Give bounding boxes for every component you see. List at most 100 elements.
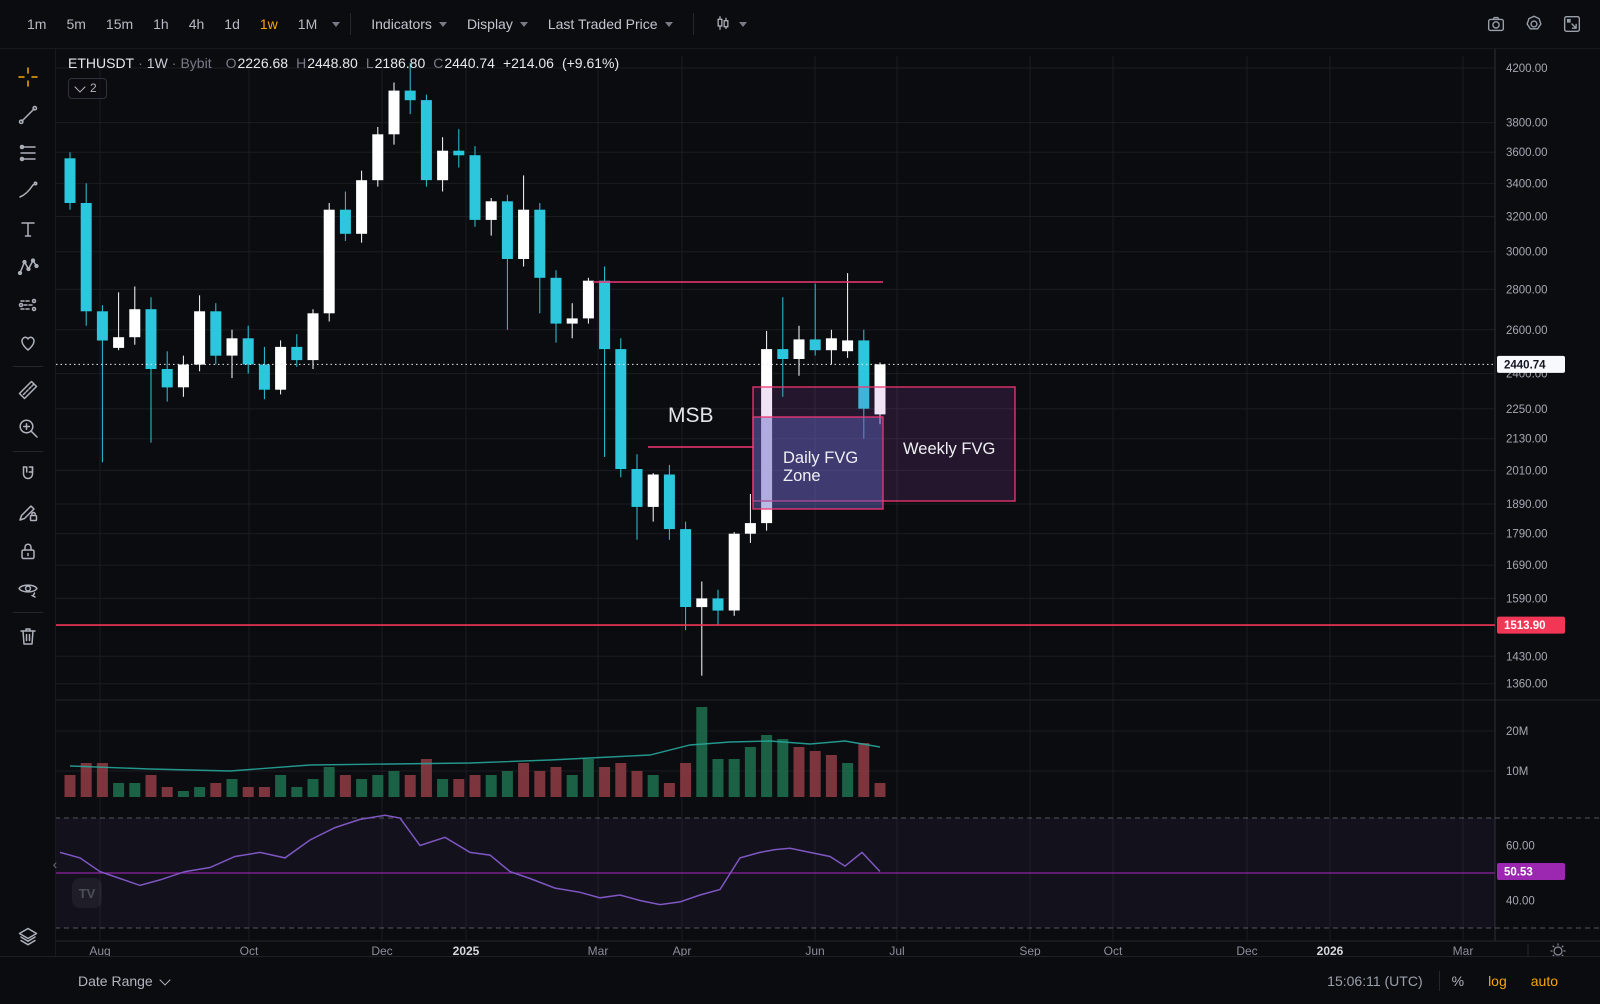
svg-text:Sep: Sep bbox=[1019, 944, 1041, 956]
percent-scale-button[interactable]: % bbox=[1451, 973, 1465, 989]
menu-display[interactable]: Display bbox=[457, 11, 538, 37]
timeframe-1h[interactable]: 1h bbox=[153, 16, 169, 32]
svg-text:Oct: Oct bbox=[240, 944, 259, 956]
trend-line-tool-icon[interactable] bbox=[9, 96, 47, 134]
delete-drawings-icon[interactable] bbox=[9, 617, 47, 655]
position-tool-icon[interactable] bbox=[9, 286, 47, 324]
timeframe-1M[interactable]: 1M bbox=[297, 16, 318, 32]
svg-text:Jul: Jul bbox=[889, 944, 904, 956]
svg-text:1590.00: 1590.00 bbox=[1506, 593, 1548, 605]
object-tree-layers-icon[interactable] bbox=[9, 918, 47, 956]
chevron-down-icon bbox=[738, 22, 747, 27]
svg-text:3400.00: 3400.00 bbox=[1506, 178, 1548, 190]
collapse-panel-arrow[interactable]: ‹ bbox=[52, 856, 58, 872]
fullscreen-icon[interactable] bbox=[1558, 10, 1586, 38]
svg-text:Dec: Dec bbox=[371, 944, 392, 956]
top-toolbar: 1m 5m 15m 1h 4h 1d 1w 1M Indicators Display Last … bbox=[0, 0, 1600, 49]
svg-text:2600.00: 2600.00 bbox=[1506, 325, 1548, 337]
crosshair-tool-icon[interactable] bbox=[9, 58, 47, 96]
text-tool-icon[interactable] bbox=[9, 210, 47, 248]
price-axis[interactable]: 4200.00 3800.00 3600.00 3400.00 3200.00 3000.… bbox=[1497, 63, 1565, 908]
timeframe-5m[interactable]: 5m bbox=[66, 16, 86, 32]
timeframe-15m[interactable]: 15m bbox=[105, 16, 134, 32]
volume-ma-line bbox=[69, 740, 881, 772]
msb-label: MSB bbox=[668, 404, 714, 427]
open-value: 2226.68 bbox=[237, 55, 289, 71]
daily-fvg-label: Zone bbox=[783, 467, 821, 485]
xabcd-pattern-tool-icon[interactable] bbox=[9, 248, 47, 286]
toolbar-separator bbox=[692, 13, 694, 35]
left-tool-rail bbox=[0, 48, 56, 956]
chart-style-button[interactable] bbox=[704, 9, 757, 40]
log-scale-button[interactable]: log bbox=[1488, 973, 1507, 989]
svg-text:20M: 20M bbox=[1506, 726, 1528, 738]
symbol-legend[interactable]: ETHUSDT · 1W · Bybit O2226.68 H2448.80 L… bbox=[68, 55, 620, 71]
brush-tool-icon[interactable] bbox=[9, 172, 47, 210]
settings-gear-icon[interactable] bbox=[1520, 10, 1548, 38]
timeframe-1m[interactable]: 1m bbox=[27, 16, 47, 32]
chevron-down-icon[interactable] bbox=[332, 22, 341, 27]
hide-drawings-icon[interactable] bbox=[9, 570, 47, 608]
fib-retracement-tool-icon[interactable] bbox=[9, 134, 47, 172]
interval-label: 1W bbox=[146, 55, 168, 71]
symbol-name: ETHUSDT bbox=[68, 55, 135, 71]
magnet-tool-icon[interactable] bbox=[9, 456, 47, 494]
pane-separators bbox=[55, 48, 1600, 942]
svg-text:2800.00: 2800.00 bbox=[1506, 284, 1548, 296]
tradingview-watermark: TV bbox=[72, 878, 102, 908]
svg-text:Oct: Oct bbox=[1104, 944, 1123, 956]
toolbar-separator bbox=[1438, 971, 1440, 991]
svg-text:1513.90: 1513.90 bbox=[1504, 620, 1546, 632]
candlestick-series bbox=[64, 62, 886, 676]
svg-text:1890.00: 1890.00 bbox=[1506, 499, 1548, 511]
volume-series bbox=[64, 707, 886, 797]
indicators-collapsed-button[interactable]: 2 bbox=[68, 78, 107, 99]
date-range-button[interactable]: Date Range bbox=[78, 973, 171, 989]
menu-indicators[interactable]: Indicators bbox=[361, 11, 457, 37]
price-lines bbox=[56, 363, 1495, 626]
toolbar-divider bbox=[12, 612, 43, 613]
bottombar-right: 15:06:11 (UTC) % log auto bbox=[1327, 971, 1570, 991]
ohlc-values: O2226.68 H2448.80 L2186.80 C2440.74 +214… bbox=[225, 55, 620, 71]
timeframe-1d[interactable]: 1d bbox=[224, 16, 240, 32]
chart-area[interactable]: MSB Daily FVG Zone Weekly FVG 4200.00 3800.00… bbox=[55, 48, 1600, 959]
svg-text:2010.00: 2010.00 bbox=[1506, 465, 1548, 477]
chevron-down-icon bbox=[74, 80, 86, 93]
svg-text:3200.00: 3200.00 bbox=[1506, 212, 1548, 224]
svg-text:3800.00: 3800.00 bbox=[1506, 118, 1548, 130]
weekly-fvg-label: Weekly FVG bbox=[903, 440, 995, 458]
timeframe-4h[interactable]: 4h bbox=[188, 16, 205, 32]
clock-utc[interactable]: 15:06:11 (UTC) bbox=[1327, 973, 1423, 989]
indicators-count: 2 bbox=[90, 81, 97, 95]
candles-icon bbox=[714, 14, 732, 35]
svg-text:3000.00: 3000.00 bbox=[1506, 247, 1548, 259]
low-value: 2186.80 bbox=[374, 55, 426, 71]
time-axis-settings-gear-icon[interactable] bbox=[1527, 943, 1566, 959]
time-axis[interactable]: Aug Oct Dec 2025 Mar Apr Jun Jul Sep Oct Dec 2026 Ma… bbox=[89, 943, 1566, 959]
high-value: 2448.80 bbox=[307, 55, 358, 71]
svg-text:Mar: Mar bbox=[588, 944, 609, 956]
close-value: 2440.74 bbox=[444, 55, 495, 71]
rsi-value-tag: 50.53 bbox=[1497, 863, 1565, 880]
stay-in-drawing-mode-icon[interactable] bbox=[9, 494, 47, 532]
chevron-down-icon bbox=[438, 22, 447, 27]
rsi-pane bbox=[55, 814, 1600, 929]
svg-text:40.00: 40.00 bbox=[1506, 896, 1535, 908]
menu-last-traded-price[interactable]: Last Traded Price bbox=[538, 11, 683, 37]
change-value: +214.06 bbox=[502, 55, 554, 71]
favorites-heart-icon[interactable] bbox=[9, 324, 47, 362]
svg-text:1360.00: 1360.00 bbox=[1506, 679, 1548, 691]
auto-scale-button[interactable]: auto bbox=[1530, 973, 1558, 989]
lock-drawings-icon[interactable] bbox=[9, 532, 47, 570]
svg-text:Apr: Apr bbox=[673, 944, 692, 956]
zoom-in-tool-icon[interactable] bbox=[9, 409, 47, 447]
ruler-tool-icon[interactable] bbox=[9, 371, 47, 409]
current-price-tag: 2440.74 bbox=[1497, 355, 1565, 373]
exchange-label: Bybit bbox=[180, 55, 212, 71]
timeframe-1w[interactable]: 1w bbox=[259, 16, 278, 32]
camera-icon[interactable] bbox=[1482, 10, 1510, 38]
toolbar-divider bbox=[12, 451, 43, 452]
change-percent: (+9.61%) bbox=[561, 55, 620, 71]
